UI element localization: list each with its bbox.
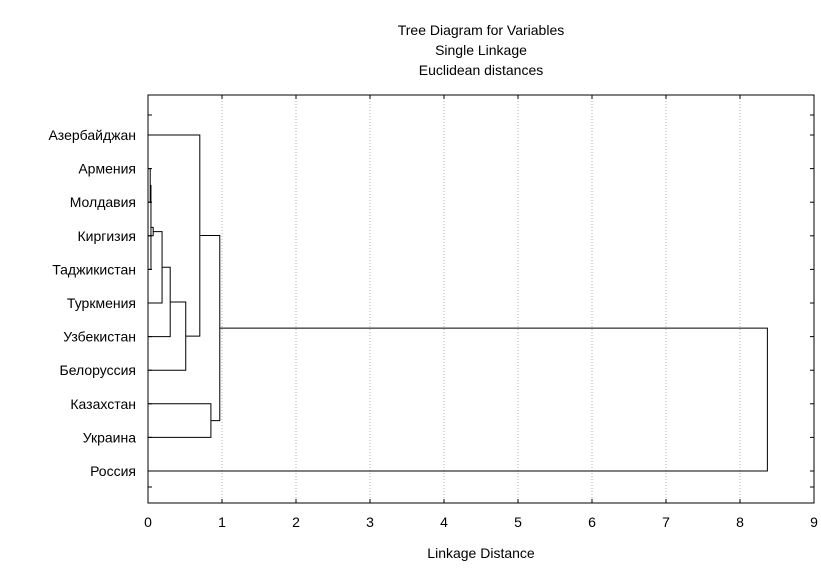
leaf-label: Азербайджан xyxy=(48,127,136,143)
x-tick-labels: 0 1 2 3 4 5 6 7 8 9 xyxy=(144,514,818,530)
leaf-label: Украина xyxy=(83,429,137,445)
leaf-label: Туркмения xyxy=(67,295,136,311)
x-tick-label: 3 xyxy=(366,514,374,530)
x-tick-label: 0 xyxy=(144,514,152,530)
x-tick-label: 1 xyxy=(218,514,226,530)
chart-title-line-1: Tree Diagram for Variables xyxy=(397,22,565,38)
chart-title-line-3: Euclidean distances xyxy=(418,62,544,78)
dendrogram-links xyxy=(148,134,768,472)
dendrogram-link xyxy=(148,327,768,472)
x-tick-label: 5 xyxy=(514,514,522,530)
x-tick-label: 6 xyxy=(588,514,596,530)
leaf-label: Белоруссия xyxy=(60,362,137,378)
x-tick-label: 4 xyxy=(440,514,448,530)
dendrogram-link xyxy=(148,134,201,337)
leaf-label: Армения xyxy=(78,161,136,177)
x-tick-label: 9 xyxy=(810,514,818,530)
leaf-label: Молдавия xyxy=(70,194,136,210)
chart-title-line-2: Single Linkage xyxy=(435,42,527,58)
leaf-labels: Азербайджан Армения Молдавия Киргизия Таджик… xyxy=(48,127,136,479)
axis-ticks xyxy=(147,95,815,503)
leaf-label: Россия xyxy=(90,463,136,479)
x-axis-label: Linkage Distance xyxy=(427,545,535,561)
x-tick-label: 2 xyxy=(292,514,300,530)
grid-lines xyxy=(221,95,741,503)
x-tick-label: 7 xyxy=(662,514,670,530)
leaf-label: Казахстан xyxy=(70,396,136,412)
x-tick-label: 8 xyxy=(736,514,744,530)
leaf-label: Киргизия xyxy=(77,228,136,244)
dendrogram-link xyxy=(148,301,187,371)
dendrogram-link xyxy=(199,235,221,422)
dendrogram-link xyxy=(148,266,171,338)
dendrogram-link xyxy=(148,231,163,304)
leaf-label: Таджикистан xyxy=(52,261,136,277)
leaf-label: Узбекистан xyxy=(63,329,136,345)
plot-frame xyxy=(147,94,815,504)
dendrogram-link xyxy=(148,403,212,438)
